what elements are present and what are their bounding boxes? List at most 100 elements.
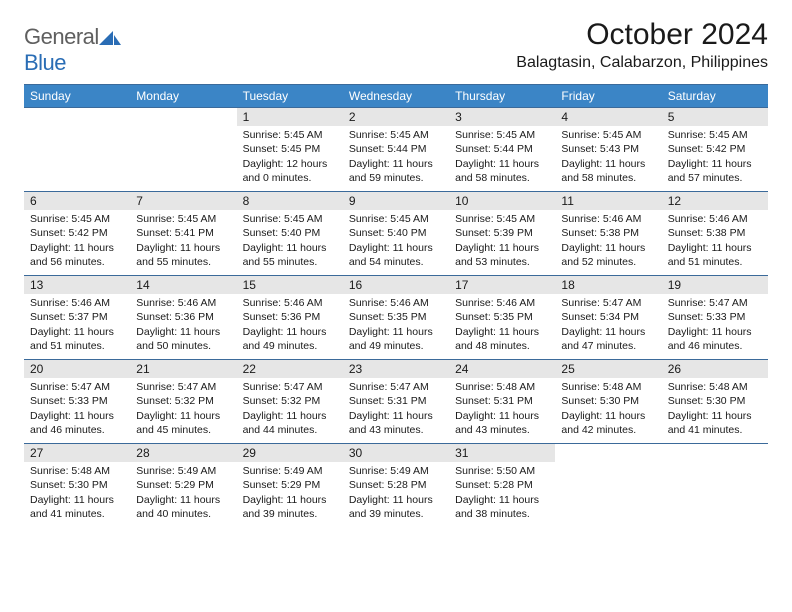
day-cell: 8Sunrise: 5:45 AMSunset: 5:40 PMDaylight…: [237, 192, 343, 276]
day-number: 4: [555, 108, 661, 126]
day-cell: 13Sunrise: 5:46 AMSunset: 5:37 PMDayligh…: [24, 276, 130, 360]
day-info: Sunrise: 5:45 AMSunset: 5:41 PMDaylight:…: [130, 210, 236, 273]
day-info: Sunrise: 5:47 AMSunset: 5:32 PMDaylight:…: [237, 378, 343, 441]
weekday-row: SundayMondayTuesdayWednesdayThursdayFrid…: [24, 85, 768, 108]
day-info: Sunrise: 5:46 AMSunset: 5:38 PMDaylight:…: [555, 210, 661, 273]
day-cell: 24Sunrise: 5:48 AMSunset: 5:31 PMDayligh…: [449, 360, 555, 444]
day-number: 17: [449, 276, 555, 294]
logo-text-block: General Blue: [24, 24, 121, 76]
day-cell: 27Sunrise: 5:48 AMSunset: 5:30 PMDayligh…: [24, 444, 130, 528]
day-number: 23: [343, 360, 449, 378]
page-title: October 2024: [516, 18, 768, 52]
day-number: 3: [449, 108, 555, 126]
day-cell: 14Sunrise: 5:46 AMSunset: 5:36 PMDayligh…: [130, 276, 236, 360]
day-cell: 29Sunrise: 5:49 AMSunset: 5:29 PMDayligh…: [237, 444, 343, 528]
calendar-row: 13Sunrise: 5:46 AMSunset: 5:37 PMDayligh…: [24, 276, 768, 360]
day-number: 12: [662, 192, 768, 210]
day-cell: 23Sunrise: 5:47 AMSunset: 5:31 PMDayligh…: [343, 360, 449, 444]
day-info: Sunrise: 5:46 AMSunset: 5:37 PMDaylight:…: [24, 294, 130, 357]
calendar-row: 20Sunrise: 5:47 AMSunset: 5:33 PMDayligh…: [24, 360, 768, 444]
day-cell: 20Sunrise: 5:47 AMSunset: 5:33 PMDayligh…: [24, 360, 130, 444]
day-number: 26: [662, 360, 768, 378]
day-cell: 22Sunrise: 5:47 AMSunset: 5:32 PMDayligh…: [237, 360, 343, 444]
calendar-table: SundayMondayTuesdayWednesdayThursdayFrid…: [24, 84, 768, 528]
day-number: 29: [237, 444, 343, 462]
day-cell: 5Sunrise: 5:45 AMSunset: 5:42 PMDaylight…: [662, 108, 768, 192]
day-number: 22: [237, 360, 343, 378]
day-cell: 3Sunrise: 5:45 AMSunset: 5:44 PMDaylight…: [449, 108, 555, 192]
day-info: Sunrise: 5:48 AMSunset: 5:31 PMDaylight:…: [449, 378, 555, 441]
day-number: 19: [662, 276, 768, 294]
header: General Blue October 2024 Balagtasin, Ca…: [24, 18, 768, 76]
empty-cell: [24, 108, 130, 192]
day-cell: 28Sunrise: 5:49 AMSunset: 5:29 PMDayligh…: [130, 444, 236, 528]
title-block: October 2024 Balagtasin, Calabarzon, Phi…: [516, 18, 768, 72]
calendar-row: 1Sunrise: 5:45 AMSunset: 5:45 PMDaylight…: [24, 108, 768, 192]
day-number: 6: [24, 192, 130, 210]
location-text: Balagtasin, Calabarzon, Philippines: [516, 54, 768, 72]
day-cell: 1Sunrise: 5:45 AMSunset: 5:45 PMDaylight…: [237, 108, 343, 192]
day-number: 8: [237, 192, 343, 210]
weekday-header: Friday: [555, 85, 661, 108]
day-info: Sunrise: 5:45 AMSunset: 5:40 PMDaylight:…: [343, 210, 449, 273]
day-info: Sunrise: 5:46 AMSunset: 5:35 PMDaylight:…: [449, 294, 555, 357]
day-cell: 21Sunrise: 5:47 AMSunset: 5:32 PMDayligh…: [130, 360, 236, 444]
day-info: Sunrise: 5:47 AMSunset: 5:33 PMDaylight:…: [24, 378, 130, 441]
day-cell: 31Sunrise: 5:50 AMSunset: 5:28 PMDayligh…: [449, 444, 555, 528]
day-number: 30: [343, 444, 449, 462]
day-info: Sunrise: 5:45 AMSunset: 5:42 PMDaylight:…: [24, 210, 130, 273]
day-info: Sunrise: 5:45 AMSunset: 5:44 PMDaylight:…: [449, 126, 555, 189]
weekday-header: Thursday: [449, 85, 555, 108]
day-info: Sunrise: 5:45 AMSunset: 5:44 PMDaylight:…: [343, 126, 449, 189]
day-cell: 30Sunrise: 5:49 AMSunset: 5:28 PMDayligh…: [343, 444, 449, 528]
day-number: 2: [343, 108, 449, 126]
day-cell: 4Sunrise: 5:45 AMSunset: 5:43 PMDaylight…: [555, 108, 661, 192]
day-info: Sunrise: 5:45 AMSunset: 5:39 PMDaylight:…: [449, 210, 555, 273]
day-number: 28: [130, 444, 236, 462]
logo-text-blue: Blue: [24, 50, 66, 75]
day-info: Sunrise: 5:45 AMSunset: 5:42 PMDaylight:…: [662, 126, 768, 189]
day-number: 31: [449, 444, 555, 462]
day-info: Sunrise: 5:47 AMSunset: 5:32 PMDaylight:…: [130, 378, 236, 441]
empty-cell: [555, 444, 661, 528]
day-info: Sunrise: 5:47 AMSunset: 5:31 PMDaylight:…: [343, 378, 449, 441]
day-cell: 18Sunrise: 5:47 AMSunset: 5:34 PMDayligh…: [555, 276, 661, 360]
day-cell: 15Sunrise: 5:46 AMSunset: 5:36 PMDayligh…: [237, 276, 343, 360]
calendar-row: 27Sunrise: 5:48 AMSunset: 5:30 PMDayligh…: [24, 444, 768, 528]
day-number: 14: [130, 276, 236, 294]
day-cell: 16Sunrise: 5:46 AMSunset: 5:35 PMDayligh…: [343, 276, 449, 360]
day-info: Sunrise: 5:48 AMSunset: 5:30 PMDaylight:…: [24, 462, 130, 525]
day-cell: 17Sunrise: 5:46 AMSunset: 5:35 PMDayligh…: [449, 276, 555, 360]
day-number: 27: [24, 444, 130, 462]
day-cell: 6Sunrise: 5:45 AMSunset: 5:42 PMDaylight…: [24, 192, 130, 276]
day-cell: 25Sunrise: 5:48 AMSunset: 5:30 PMDayligh…: [555, 360, 661, 444]
day-number: 5: [662, 108, 768, 126]
weekday-header: Tuesday: [237, 85, 343, 108]
day-number: 1: [237, 108, 343, 126]
day-cell: 2Sunrise: 5:45 AMSunset: 5:44 PMDaylight…: [343, 108, 449, 192]
weekday-header: Sunday: [24, 85, 130, 108]
day-cell: 12Sunrise: 5:46 AMSunset: 5:38 PMDayligh…: [662, 192, 768, 276]
day-info: Sunrise: 5:45 AMSunset: 5:43 PMDaylight:…: [555, 126, 661, 189]
day-number: 13: [24, 276, 130, 294]
empty-cell: [662, 444, 768, 528]
logo: General Blue: [24, 18, 121, 76]
day-info: Sunrise: 5:47 AMSunset: 5:34 PMDaylight:…: [555, 294, 661, 357]
day-number: 25: [555, 360, 661, 378]
day-cell: 19Sunrise: 5:47 AMSunset: 5:33 PMDayligh…: [662, 276, 768, 360]
day-cell: 9Sunrise: 5:45 AMSunset: 5:40 PMDaylight…: [343, 192, 449, 276]
day-cell: 26Sunrise: 5:48 AMSunset: 5:30 PMDayligh…: [662, 360, 768, 444]
calendar-row: 6Sunrise: 5:45 AMSunset: 5:42 PMDaylight…: [24, 192, 768, 276]
weekday-header: Wednesday: [343, 85, 449, 108]
day-cell: 7Sunrise: 5:45 AMSunset: 5:41 PMDaylight…: [130, 192, 236, 276]
day-info: Sunrise: 5:50 AMSunset: 5:28 PMDaylight:…: [449, 462, 555, 525]
day-info: Sunrise: 5:49 AMSunset: 5:28 PMDaylight:…: [343, 462, 449, 525]
day-number: 20: [24, 360, 130, 378]
logo-text-general: General: [24, 24, 99, 49]
day-number: 15: [237, 276, 343, 294]
day-info: Sunrise: 5:49 AMSunset: 5:29 PMDaylight:…: [237, 462, 343, 525]
logo-sail-icon: [99, 29, 121, 50]
day-number: 16: [343, 276, 449, 294]
day-cell: 11Sunrise: 5:46 AMSunset: 5:38 PMDayligh…: [555, 192, 661, 276]
day-info: Sunrise: 5:48 AMSunset: 5:30 PMDaylight:…: [662, 378, 768, 441]
